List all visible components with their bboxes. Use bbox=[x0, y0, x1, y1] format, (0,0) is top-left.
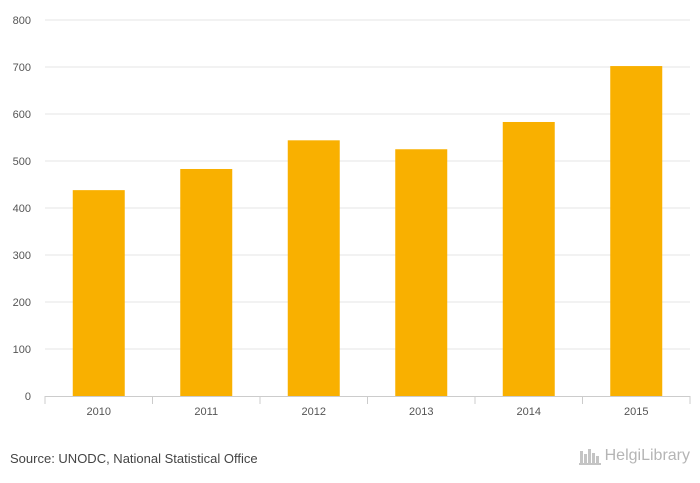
y-tick-label: 500 bbox=[13, 156, 31, 168]
x-tick-label: 2015 bbox=[624, 406, 648, 418]
helgi-library-logo[interactable]: HelgiLibrary bbox=[578, 447, 690, 465]
y-tick-label: 200 bbox=[13, 297, 31, 309]
logo-text: HelgiLibrary bbox=[604, 447, 690, 464]
x-tick-label: 2012 bbox=[302, 406, 326, 418]
y-tick-label: 400 bbox=[13, 203, 31, 215]
x-tick-label: 2013 bbox=[409, 406, 433, 418]
bar-2014[interactable] bbox=[502, 121, 555, 397]
gridlines bbox=[45, 19, 690, 350]
y-tick-label: 300 bbox=[13, 250, 31, 262]
bar-2013[interactable] bbox=[395, 149, 448, 396]
y-axis-ticks: 0 100 200 300 400 500 600 700 800 bbox=[13, 15, 31, 403]
bar-2010[interactable] bbox=[72, 190, 125, 396]
helgi-library-icon bbox=[578, 449, 601, 465]
y-tick-label: 100 bbox=[13, 344, 31, 356]
x-tick-label: 2010 bbox=[87, 406, 111, 418]
x-axis: 2010 2011 2012 2013 2014 2015 bbox=[44, 396, 691, 418]
x-tick-label: 2011 bbox=[194, 406, 218, 418]
y-tick-label: 0 bbox=[25, 391, 31, 403]
y-tick-label: 800 bbox=[13, 15, 31, 27]
y-tick-label: 700 bbox=[13, 62, 31, 74]
y-tick-label: 600 bbox=[13, 109, 31, 121]
bar-2015[interactable] bbox=[610, 66, 663, 396]
x-tick-label: 2014 bbox=[517, 406, 541, 418]
bar-2012[interactable] bbox=[287, 140, 340, 396]
bar-2011[interactable] bbox=[180, 168, 233, 396]
source-note: Source: UNODC, National Statistical Offi… bbox=[10, 451, 258, 466]
bars bbox=[72, 66, 663, 397]
